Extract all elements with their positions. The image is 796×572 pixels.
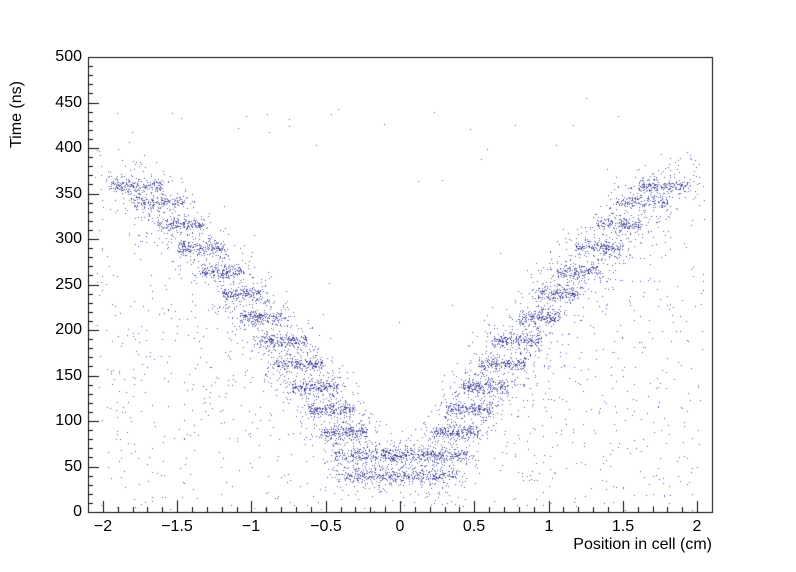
x-axis-title: Position in cell (cm) bbox=[573, 536, 712, 553]
x-tick-label: 1.5 bbox=[611, 518, 635, 535]
x-tick-label: 0 bbox=[395, 518, 405, 535]
y-tick-label: 50 bbox=[64, 458, 82, 475]
x-tick-label: 0.5 bbox=[462, 518, 486, 535]
x-tick-label: −1.5 bbox=[161, 518, 193, 535]
y-tick-label: 400 bbox=[55, 139, 82, 156]
y-tick-label: 300 bbox=[55, 230, 82, 247]
x-tick-label: 1 bbox=[544, 518, 554, 535]
y-tick-label: 500 bbox=[55, 48, 82, 65]
y-tick-label: 0 bbox=[73, 503, 82, 520]
y-tick-label: 100 bbox=[55, 412, 82, 429]
y-tick-label: 250 bbox=[55, 276, 82, 293]
y-tick-label: 150 bbox=[55, 367, 82, 384]
x-tick-label: 2 bbox=[692, 518, 702, 535]
y-axis-title: Time (ns) bbox=[8, 81, 25, 148]
y-tick-label: 350 bbox=[55, 185, 82, 202]
y-tick-label: 200 bbox=[55, 321, 82, 338]
x-tick-label: −1 bbox=[241, 518, 261, 535]
x-tick-label: −0.5 bbox=[310, 518, 342, 535]
x-tick-label: −2 bbox=[93, 518, 113, 535]
y-tick-label: 450 bbox=[55, 94, 82, 111]
